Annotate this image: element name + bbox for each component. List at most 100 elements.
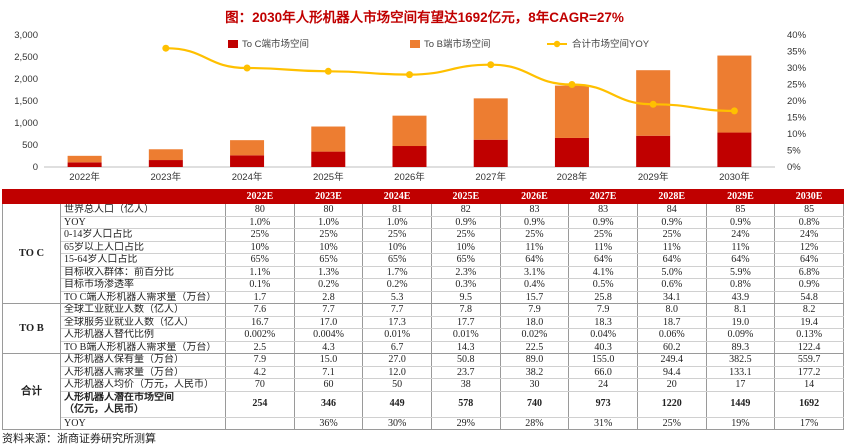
table-cell: 11% <box>636 241 707 254</box>
table-cell: 0.01% <box>430 328 501 342</box>
table-cell: 3.1% <box>499 266 570 279</box>
table-cell: 11% <box>568 241 638 254</box>
table-cell <box>225 417 295 430</box>
table-cell: 5.3 <box>362 291 432 304</box>
table-cell: 60.2 <box>636 341 707 354</box>
table-cell: 1449 <box>705 391 776 418</box>
table-cell: 1.0% <box>362 216 432 229</box>
table-cell: 1692 <box>774 391 844 418</box>
row-label: 全球工业就业人数（亿人） <box>60 303 226 317</box>
table-cell: 2.8 <box>293 291 364 304</box>
y-right-tick-label: 0% <box>787 162 801 173</box>
table-cell: 80 <box>293 203 364 217</box>
table-cell: 0.01% <box>362 328 432 342</box>
table-cell: 0.9% <box>636 216 707 229</box>
y-left-tick-label: 0 <box>33 162 38 173</box>
table-cell: 7.9 <box>499 303 570 317</box>
table-cell: 25% <box>499 228 570 242</box>
table-cell: 18.7 <box>636 316 707 329</box>
header-corner <box>60 189 226 204</box>
year-header: 2030E <box>774 189 844 204</box>
table-cell: 382.5 <box>705 353 776 367</box>
table-cell: 1.1% <box>225 266 295 279</box>
combo-chart: 0 500 1,000 1,500 2,000 2,500 3,000 0% 5% 10% 15% 2… <box>14 30 807 183</box>
table-cell: 0.13% <box>774 328 844 342</box>
table-row: TO C端人形机器人需求量（万台） 1.7 2.8 5.3 9.5 15.7 25.8 34.… <box>3 291 844 304</box>
table-cell: 17.7 <box>430 316 501 329</box>
table-row: TO B端人形机器人需求量（万台） 2.5 4.3 6.7 14.3 22.5 40.3 60… <box>3 341 844 354</box>
table-cell: 1.3% <box>293 266 364 279</box>
table-row: 0-14岁人口占比 25% 25% 25% 25% 25% 25% 25% 24% 24% <box>3 228 844 242</box>
table-cell: 973 <box>568 391 638 418</box>
table-cell: 25% <box>636 417 707 430</box>
table-header-row: 2022E 2023E 2024E 2025E 2026E 2027E 2028E 2029E… <box>2 189 844 204</box>
table-cell: 23.7 <box>430 366 501 379</box>
table-cell: 10% <box>430 241 501 254</box>
year-header: 2025E <box>430 189 501 204</box>
table-cell: 12.0 <box>362 366 432 379</box>
group-label: TO C <box>2 203 61 304</box>
table-cell: 6.7 <box>362 341 432 354</box>
bar-to-c <box>311 151 346 167</box>
y-left-tick-label: 1,500 <box>14 96 38 107</box>
bar-to-c <box>636 135 671 167</box>
table-cell: 30 <box>499 378 570 392</box>
table-cell: 83 <box>499 203 570 217</box>
table-row: 目标市场渗透率 0.1% 0.2% 0.2% 0.3% 0.4% 0.5% 0.6% 0.8% 0… <box>3 278 844 292</box>
yoy-point <box>730 107 738 115</box>
table-cell: 17 <box>705 378 776 392</box>
year-header: 2029E <box>705 189 776 204</box>
table-cell: 83 <box>568 203 638 217</box>
bar-to-b <box>473 98 508 140</box>
table-cell: 24% <box>774 228 844 242</box>
table-cell: 4.3 <box>293 341 364 354</box>
year-header: 2027E <box>568 189 638 204</box>
bar-to-c <box>148 160 183 167</box>
table-cell: 19.4 <box>774 316 844 329</box>
year-header: 2026E <box>499 189 570 204</box>
table-cell: 38 <box>430 378 501 392</box>
table-cell: 65% <box>430 253 501 267</box>
table-cell: 94.4 <box>636 366 707 379</box>
table-cell: 50 <box>362 378 432 392</box>
table-cell: 10% <box>293 241 364 254</box>
table-cell: 84 <box>636 203 707 217</box>
y-right-tick-label: 15% <box>787 113 807 124</box>
x-tick-label: 2028年 <box>557 171 588 183</box>
table-cell: 65% <box>293 253 364 267</box>
table-cell: 34.1 <box>636 291 707 304</box>
x-tick-label: 2029年 <box>638 171 669 183</box>
table-cell: 7.7 <box>362 303 432 317</box>
table-cell: 25.8 <box>568 291 638 304</box>
table-cell: 16.7 <box>225 316 295 329</box>
yoy-point <box>568 81 576 88</box>
table-cell: 8.0 <box>636 303 707 317</box>
table-cell: 4.1% <box>568 266 638 279</box>
table-cell: 559.7 <box>774 353 844 367</box>
table-cell: 1.0% <box>225 216 295 229</box>
y-left-tick-label: 500 <box>22 140 38 151</box>
table-row: TO C 世界总人口（亿人） 80 80 81 82 83 83 84 85 85 <box>2 203 844 304</box>
table-cell: 18.0 <box>499 316 570 329</box>
year-header: 2028E <box>636 189 707 204</box>
table-row: 合计 人形机器人保有量（万台） 7.9 15.0 27.0 50.8 89.0 155.0 24… <box>2 353 844 430</box>
table-cell: 43.9 <box>705 291 776 304</box>
table-row: YOY 36% 30% 29% 28% 31% 25% 19% 17% <box>3 417 844 430</box>
table-cell: 0.9% <box>499 216 570 229</box>
table-cell: 12% <box>774 241 844 254</box>
y-right-tick-label: 20% <box>787 96 807 107</box>
table-cell: 17.0 <box>293 316 364 329</box>
yoy-point <box>243 64 251 72</box>
table-row: 65岁以上人口占比 10% 10% 10% 10% 11% 11% 11% 11% 12% <box>3 241 844 254</box>
bar-to-c <box>717 132 752 167</box>
table-cell: 7.1 <box>293 366 364 379</box>
table-row: YOY 1.0% 1.0% 1.0% 0.9% 0.9% 0.9% 0.9% 0.9% 0.8% <box>3 216 844 229</box>
table-cell: 38.2 <box>499 366 570 379</box>
table-cell: 1.7% <box>362 266 432 279</box>
row-label: TO C端人形机器人需求量（万台） <box>60 291 226 304</box>
row-label: 世界总人口（亿人） <box>60 203 226 217</box>
table-cell: 449 <box>362 391 432 418</box>
table-cell: 85 <box>774 203 844 217</box>
bar-to-b <box>311 126 346 152</box>
table-cell: 0.9% <box>705 216 776 229</box>
